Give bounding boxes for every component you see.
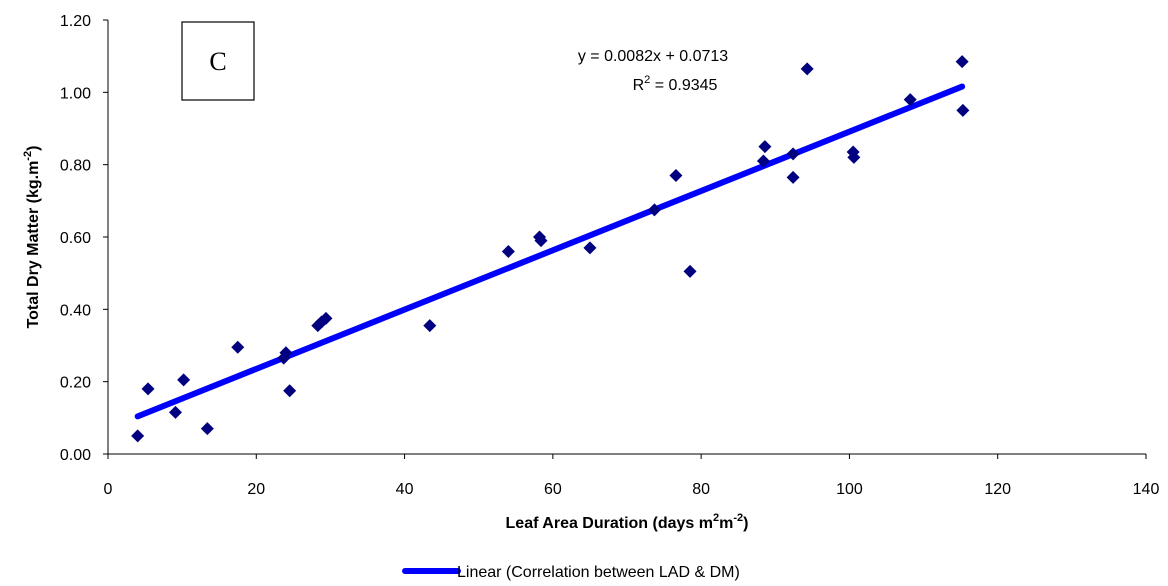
data-point (131, 429, 145, 443)
x-tick-label: 80 (692, 481, 710, 498)
axis-ticks (103, 19, 1147, 459)
data-point (756, 154, 770, 168)
data-point (669, 169, 683, 183)
x-axis-title-mid: m (719, 515, 733, 532)
trendline-group (134, 83, 966, 420)
x-tick-label: 120 (984, 481, 1011, 498)
data-point (786, 147, 800, 161)
data-point (319, 311, 333, 325)
x-tick-label: 0 (104, 481, 113, 498)
data-points (131, 55, 970, 443)
x-tick-label: 100 (836, 481, 863, 498)
y-tick-label: 0.20 (60, 375, 91, 392)
data-point (956, 103, 970, 117)
x-axis-title-main: Leaf Area Duration (days m (506, 515, 713, 532)
y-tick-label: 0.00 (60, 447, 91, 464)
y-tick-label: 1.20 (60, 13, 91, 30)
data-point (231, 340, 245, 354)
x-axis-title-sup1: 2 (713, 512, 719, 524)
y-axis-title-sup: -2 (22, 151, 34, 161)
trendline (134, 83, 966, 420)
data-point (758, 140, 772, 154)
data-point (501, 244, 515, 258)
x-tick-label: 20 (247, 481, 265, 498)
data-point (847, 150, 861, 164)
data-point (200, 422, 214, 436)
r-squared-prefix: R (633, 77, 645, 94)
data-point (279, 346, 293, 360)
data-point (683, 264, 697, 278)
y-tick-labels: 0.00 0.20 0.40 0.60 0.80 1.00 1.20 (60, 13, 91, 464)
data-point (168, 405, 182, 419)
panel-label: C (209, 47, 226, 76)
data-point (800, 62, 814, 76)
data-point (786, 170, 800, 184)
data-point (177, 373, 191, 387)
data-point (141, 382, 155, 396)
x-axis-title: Leaf Area Duration (days m2m-2) (506, 512, 749, 532)
y-tick-label: 0.60 (60, 230, 91, 247)
y-tick-label: 1.00 (60, 85, 91, 102)
x-axis-title-sup2: -2 (733, 512, 743, 524)
x-axis-title-end: ) (743, 515, 748, 532)
data-point (583, 241, 597, 255)
x-tick-label: 140 (1133, 481, 1160, 498)
legend-label: Linear (Correlation between LAD & DM) (457, 564, 740, 581)
panel-label-box (181, 21, 255, 101)
r-squared-value: = 0.9345 (650, 77, 717, 94)
data-point (423, 319, 437, 333)
data-point (955, 55, 969, 69)
y-tick-label: 0.80 (60, 158, 91, 175)
x-tick-label: 40 (396, 481, 414, 498)
y-axis-title-main: Total Dry Matter (kg.m (25, 161, 42, 329)
x-tick-labels: 0 20 40 60 80 100 120 140 (104, 481, 1160, 498)
y-tick-label: 0.40 (60, 302, 91, 319)
r-squared-sup: 2 (644, 74, 650, 86)
r-squared: R2 = 0.9345 (633, 74, 718, 94)
data-point (903, 93, 917, 107)
y-axis-title-end: ) (25, 146, 42, 151)
y-axis-title: Total Dry Matter (kg.m-2) (22, 146, 42, 329)
regression-equation: y = 0.0082x + 0.0713 (578, 48, 728, 65)
data-point (534, 234, 548, 248)
x-tick-label: 60 (544, 481, 562, 498)
data-point (647, 203, 661, 217)
data-point (283, 384, 297, 398)
